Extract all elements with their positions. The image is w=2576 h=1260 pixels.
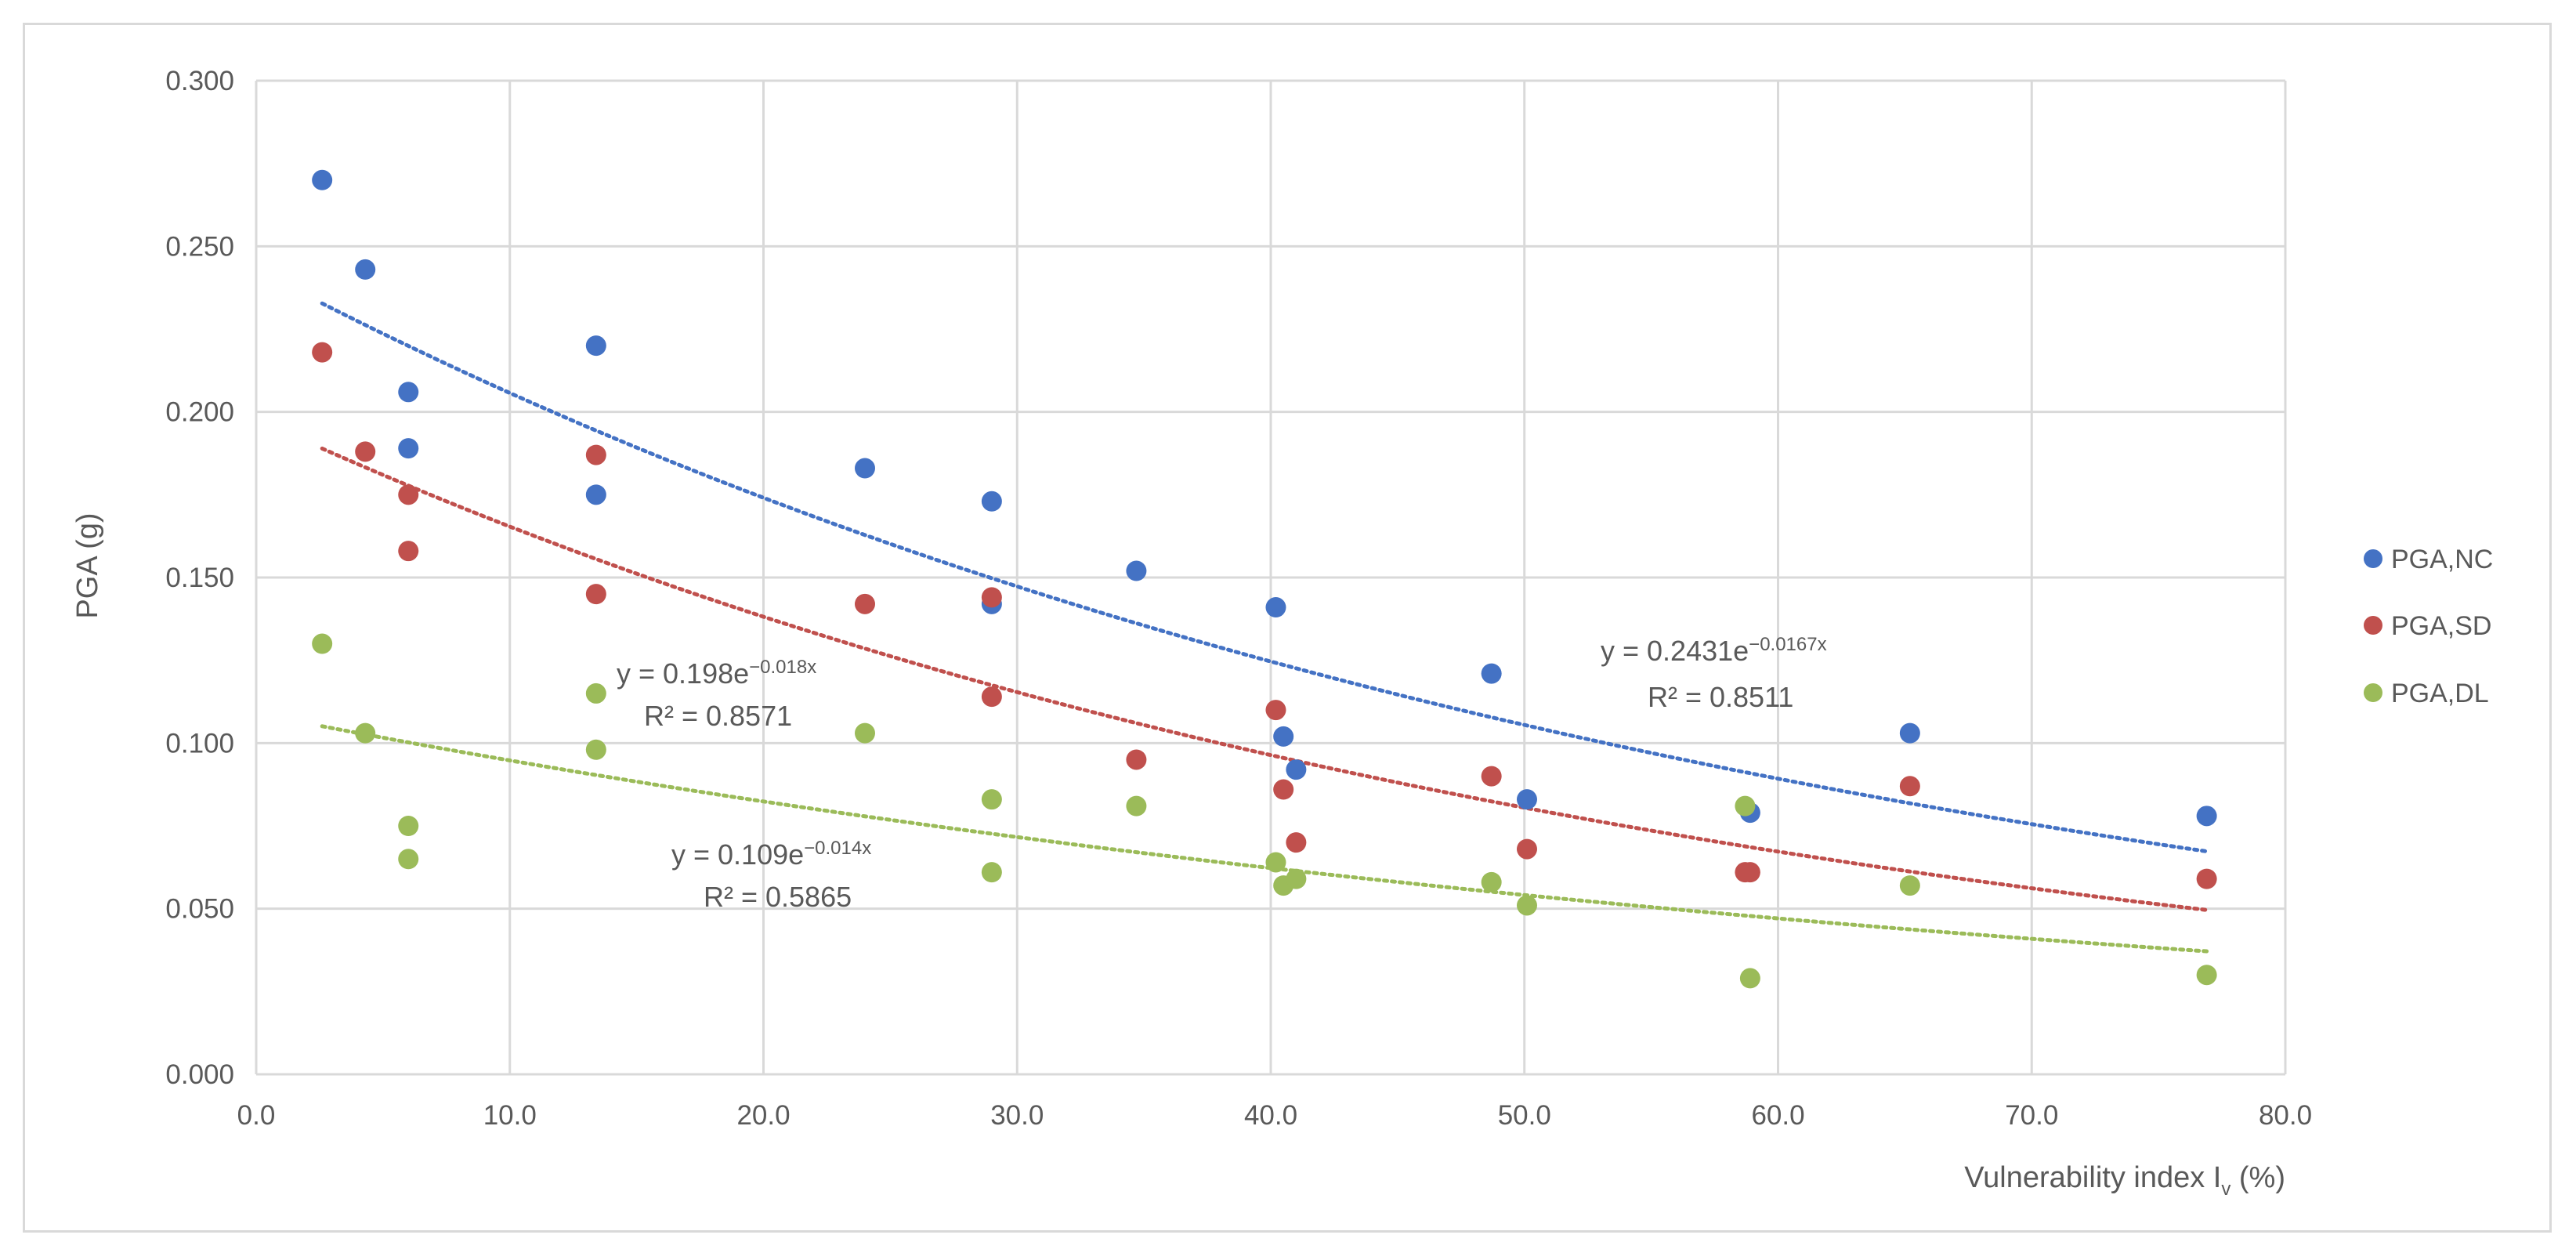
point-sd bbox=[1273, 779, 1294, 800]
trendlines bbox=[320, 301, 2209, 954]
point-nc bbox=[585, 335, 606, 357]
tick-labels: 0.000 0.050 0.100 0.150 0.200 0.250 0.300 0.0 10… bbox=[165, 66, 2312, 1131]
legend-label-nc: PGA,NC bbox=[2391, 545, 2493, 574]
point-dl bbox=[398, 849, 419, 870]
equation-nc: y = 0.2431e−0.0167x R² = 0.8511 bbox=[1601, 634, 1827, 713]
point-nc bbox=[398, 438, 419, 459]
point-sd bbox=[855, 593, 875, 614]
legend-marker-nc bbox=[2364, 549, 2382, 568]
x-axis-title: Vulnerability index Iv (%) bbox=[1964, 1161, 2285, 1200]
point-nc bbox=[2196, 806, 2217, 827]
y-tick-label: 0.100 bbox=[165, 728, 234, 759]
point-sd bbox=[398, 484, 419, 505]
point-dl bbox=[398, 816, 419, 836]
point-nc bbox=[1126, 560, 1147, 581]
y-tick-label: 0.000 bbox=[165, 1059, 234, 1090]
legend-item-dl: PGA,DL bbox=[2364, 679, 2489, 708]
y-axis-title: PGA (g) bbox=[71, 512, 104, 618]
point-dl bbox=[981, 862, 1002, 883]
point-sd bbox=[1286, 832, 1307, 853]
point-sd bbox=[981, 686, 1002, 708]
point-sd bbox=[1516, 838, 1537, 860]
point-sd bbox=[2196, 868, 2217, 889]
point-sd bbox=[355, 441, 376, 462]
point-dl bbox=[1265, 852, 1286, 873]
point-sd bbox=[398, 541, 419, 562]
equation-sd-r2: R² = 0.8571 bbox=[644, 700, 792, 732]
y-tick-label: 0.250 bbox=[165, 231, 234, 262]
equation-dl-formula: y = 0.109e−0.014x bbox=[671, 838, 871, 871]
x-tick-label: 60.0 bbox=[1751, 1100, 1804, 1131]
y-tick-label: 0.200 bbox=[165, 397, 234, 428]
y-tick-label: 0.150 bbox=[165, 563, 234, 593]
equation-nc-r2: R² = 0.8511 bbox=[1648, 681, 1793, 713]
point-dl bbox=[1286, 868, 1307, 889]
legend-label-dl: PGA,DL bbox=[2391, 679, 2489, 708]
trendline-dl bbox=[320, 724, 2209, 954]
point-nc bbox=[1273, 726, 1294, 747]
point-sd bbox=[585, 444, 606, 465]
equation-sd-formula: y = 0.198e−0.018x bbox=[617, 657, 816, 690]
point-sd bbox=[981, 587, 1002, 608]
point-dl bbox=[981, 789, 1002, 810]
y-tick-label: 0.300 bbox=[165, 66, 234, 96]
point-dl bbox=[1899, 875, 1920, 896]
point-sd bbox=[312, 342, 333, 363]
trendline-sd bbox=[320, 446, 2209, 912]
x-tick-label: 50.0 bbox=[1498, 1100, 1551, 1131]
equation-dl: y = 0.109e−0.014x R² = 0.5865 bbox=[671, 838, 871, 913]
point-nc bbox=[1516, 789, 1537, 810]
legend: PGA,NC PGA,SD PGA,DL bbox=[2364, 545, 2493, 708]
point-nc bbox=[1481, 663, 1502, 684]
point-sd bbox=[1481, 766, 1502, 787]
point-dl bbox=[855, 722, 875, 744]
point-nc bbox=[1265, 597, 1286, 618]
x-tick-label: 80.0 bbox=[2259, 1100, 2312, 1131]
point-sd bbox=[1126, 749, 1147, 770]
legend-marker-dl bbox=[2364, 683, 2382, 702]
point-dl bbox=[1735, 795, 1756, 816]
x-tick-label: 10.0 bbox=[483, 1100, 537, 1131]
chart-frame: 0.000 0.050 0.100 0.150 0.200 0.250 0.300 0.0 10… bbox=[23, 23, 2552, 1233]
point-dl bbox=[1126, 795, 1147, 816]
point-dl bbox=[1739, 968, 1760, 989]
point-sd bbox=[1739, 862, 1760, 883]
x-tick-label: 30.0 bbox=[990, 1100, 1044, 1131]
legend-item-nc: PGA,NC bbox=[2364, 545, 2493, 574]
x-tick-label: 20.0 bbox=[736, 1100, 790, 1131]
point-nc bbox=[981, 491, 1002, 512]
y-tick-label: 0.050 bbox=[165, 894, 234, 925]
point-dl bbox=[355, 722, 376, 744]
grid-lines bbox=[255, 79, 2287, 1076]
point-nc bbox=[1286, 759, 1307, 780]
point-dl bbox=[312, 633, 333, 654]
point-sd bbox=[585, 584, 606, 605]
point-dl bbox=[1516, 895, 1537, 916]
x-tick-label: 40.0 bbox=[1244, 1100, 1297, 1131]
equation-sd: y = 0.198e−0.018x R² = 0.8571 bbox=[617, 657, 816, 732]
equation-nc-formula: y = 0.2431e−0.0167x bbox=[1601, 634, 1827, 667]
x-tick-label: 70.0 bbox=[2005, 1100, 2058, 1131]
point-nc bbox=[585, 484, 606, 505]
point-nc bbox=[855, 458, 875, 479]
point-sd bbox=[1899, 776, 1920, 797]
point-sd bbox=[1265, 700, 1286, 721]
point-nc bbox=[1899, 722, 1920, 744]
trendline-nc bbox=[320, 301, 2209, 853]
legend-marker-sd bbox=[2364, 616, 2382, 635]
scatter-chart: 0.000 0.050 0.100 0.150 0.200 0.250 0.300 0.0 10… bbox=[71, 66, 2493, 1200]
legend-item-sd: PGA,SD bbox=[2364, 611, 2491, 641]
point-dl bbox=[1481, 871, 1502, 892]
x-tick-label: 0.0 bbox=[237, 1100, 276, 1131]
legend-label-sd: PGA,SD bbox=[2391, 611, 2491, 641]
point-nc bbox=[398, 382, 419, 403]
point-nc bbox=[312, 169, 333, 190]
point-nc bbox=[355, 259, 376, 280]
equation-dl-r2: R² = 0.5865 bbox=[704, 881, 852, 913]
point-dl bbox=[585, 682, 606, 704]
point-dl bbox=[2196, 965, 2217, 986]
data-points bbox=[312, 169, 2217, 989]
point-dl bbox=[585, 739, 606, 760]
